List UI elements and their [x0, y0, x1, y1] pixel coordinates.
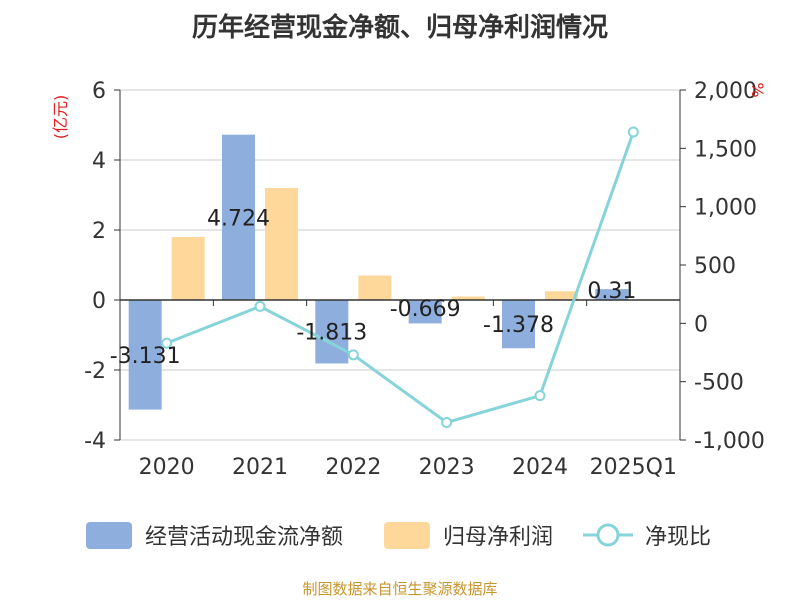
ratio-point	[441, 417, 453, 428]
bar-series	[128, 134, 672, 410]
bar-net-profit	[265, 188, 298, 300]
left-tick-label: 4	[92, 149, 106, 174]
left-axis: -4 -2 0 2 4 6	[84, 79, 121, 454]
left-tick-label: -2	[84, 359, 106, 384]
x-tick-label: 2022	[325, 455, 381, 480]
right-tick-label: 500	[694, 254, 736, 279]
bar-cash-flow	[595, 289, 629, 300]
x-tick-label: 2023	[419, 455, 475, 480]
x-tick-label: 2024	[512, 455, 568, 480]
bar-net-profit	[358, 275, 392, 300]
bar-net-profit	[545, 291, 578, 300]
ratio-point	[254, 300, 266, 312]
right-tick-label: -1,000	[694, 429, 765, 454]
right-axis-unit: %	[748, 82, 767, 97]
bar-cash-flow	[315, 300, 349, 364]
left-tick-label: 2	[92, 219, 106, 244]
ratio-point	[534, 390, 546, 402]
ratio-point	[161, 337, 173, 349]
right-tick-label: 1,000	[694, 196, 757, 221]
legend: 经营活动现金流净额 归母净利润 净现比	[86, 522, 711, 550]
legend-label-ratio: 净现比	[645, 525, 711, 550]
left-tick-label: -4	[84, 429, 106, 454]
bar-data-label: -0.669	[390, 297, 461, 322]
bar-cash-flow	[502, 300, 535, 349]
data-labels: -3.131 4.724 -1.813 -0.669 -1.378 0.31	[110, 206, 637, 368]
bar-data-label: 4.724	[207, 206, 270, 231]
x-tick-label: 2020	[139, 455, 195, 480]
bar-cash-flow	[222, 134, 255, 300]
x-tick-label: 2021	[232, 455, 288, 480]
legend-label-net-profit: 归母净利润	[443, 525, 553, 550]
bar-data-label: 0.31	[587, 279, 636, 304]
left-axis-unit: (亿元)	[51, 95, 70, 140]
bar-cash-flow	[128, 300, 162, 410]
line-series	[161, 126, 639, 428]
legend-swatch-net-profit	[384, 522, 430, 549]
x-tick-label: 2025Q1	[590, 455, 677, 480]
left-tick-label: 0	[92, 289, 106, 314]
ratio-point	[627, 126, 639, 138]
bar-cash-flow	[408, 300, 442, 324]
grid-lines	[120, 89, 680, 441]
legend-label-cash-flow: 经营活动现金流净额	[145, 525, 343, 550]
ratio-point	[347, 349, 359, 361]
right-axis: -1,000 -500 0 500 1,000 1,500 2,000	[679, 79, 765, 454]
bar-data-label: -1.813	[296, 321, 367, 346]
bar-net-profit	[171, 237, 205, 300]
legend-marker-ratio	[596, 523, 620, 547]
legend-swatch-cash-flow	[86, 522, 132, 549]
right-tick-label: 2,000	[694, 79, 757, 104]
bar-data-label: -3.131	[110, 344, 181, 369]
x-axis: 2020 2021 2022 2023 2024 2025Q1	[119, 300, 681, 480]
right-tick-label: 1,500	[694, 137, 757, 162]
source-note: 制图数据来自恒生聚源数据库	[302, 580, 497, 598]
right-tick-label: 0	[694, 312, 708, 337]
bar-net-profit	[451, 296, 485, 300]
chart-title: 历年经营现金净额、归母净利润情况	[192, 12, 608, 43]
right-tick-label: -500	[694, 371, 744, 396]
bar-data-label: -1.378	[483, 313, 554, 338]
left-tick-label: 6	[92, 79, 106, 104]
ratio-line	[166, 131, 635, 425]
